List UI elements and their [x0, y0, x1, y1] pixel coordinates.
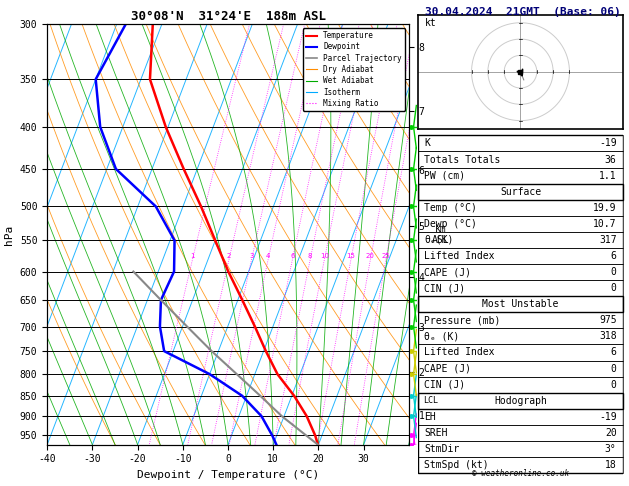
Text: 3: 3	[249, 253, 254, 260]
Text: 0: 0	[611, 364, 616, 374]
Text: θₑ (K): θₑ (K)	[425, 331, 460, 341]
Bar	[418, 168, 623, 184]
Text: 317: 317	[599, 235, 616, 245]
Bar	[418, 216, 623, 232]
Text: CIN (J): CIN (J)	[425, 283, 465, 293]
Text: 8: 8	[308, 253, 313, 260]
Bar	[418, 457, 623, 473]
Bar	[418, 361, 623, 377]
Bar	[418, 345, 623, 361]
Text: Surface: Surface	[500, 187, 541, 197]
Bar	[418, 312, 623, 329]
Text: -19: -19	[599, 412, 616, 422]
Text: 20: 20	[605, 428, 616, 438]
Text: 10.7: 10.7	[593, 219, 616, 229]
Text: Temp (°C): Temp (°C)	[425, 203, 477, 213]
Bar	[418, 393, 623, 409]
Text: 3°: 3°	[605, 444, 616, 454]
Text: 20: 20	[366, 253, 375, 260]
Bar	[418, 377, 623, 393]
Bar	[418, 280, 623, 296]
Text: K: K	[425, 139, 430, 148]
Title: 30°08'N  31°24'E  188m ASL: 30°08'N 31°24'E 188m ASL	[130, 10, 326, 23]
Bar	[418, 248, 623, 264]
Text: 30.04.2024  21GMT  (Base: 06): 30.04.2024 21GMT (Base: 06)	[425, 7, 620, 17]
Text: Totals Totals: Totals Totals	[425, 155, 501, 165]
Text: 19.9: 19.9	[593, 203, 616, 213]
Text: 318: 318	[599, 331, 616, 341]
Text: 0: 0	[611, 267, 616, 277]
Text: CAPE (J): CAPE (J)	[425, 364, 471, 374]
Text: Lifted Index: Lifted Index	[425, 347, 495, 358]
Text: StmSpd (kt): StmSpd (kt)	[425, 460, 489, 470]
Text: -19: -19	[599, 139, 616, 148]
Text: 6: 6	[611, 347, 616, 358]
Text: Pressure (mb): Pressure (mb)	[425, 315, 501, 325]
Legend: Temperature, Dewpoint, Parcel Trajectory, Dry Adiabat, Wet Adiabat, Isotherm, Mi: Temperature, Dewpoint, Parcel Trajectory…	[303, 28, 405, 111]
Text: 4: 4	[266, 253, 270, 260]
Text: 6: 6	[290, 253, 294, 260]
Bar	[418, 136, 623, 152]
Text: 0: 0	[611, 283, 616, 293]
Text: 15: 15	[347, 253, 355, 260]
Text: StmDir: StmDir	[425, 444, 460, 454]
Text: PW (cm): PW (cm)	[425, 171, 465, 181]
Text: © weatheronline.co.uk: © weatheronline.co.uk	[472, 469, 569, 478]
Text: Dewp (°C): Dewp (°C)	[425, 219, 477, 229]
Text: 2: 2	[227, 253, 231, 260]
Text: 18: 18	[605, 460, 616, 470]
Text: LCL: LCL	[423, 396, 438, 405]
Text: 975: 975	[599, 315, 616, 325]
Text: θₑ(K): θₑ(K)	[425, 235, 454, 245]
Bar	[418, 409, 623, 425]
Text: kt: kt	[425, 18, 436, 28]
Text: CAPE (J): CAPE (J)	[425, 267, 471, 277]
Bar	[418, 296, 623, 312]
Bar	[418, 184, 623, 200]
Text: 1: 1	[190, 253, 195, 260]
Bar	[418, 441, 623, 457]
Y-axis label: km
ASL: km ASL	[432, 224, 450, 245]
Text: EH: EH	[425, 412, 436, 422]
Text: Lifted Index: Lifted Index	[425, 251, 495, 261]
Y-axis label: hPa: hPa	[4, 225, 14, 244]
Text: 36: 36	[605, 155, 616, 165]
Text: 6: 6	[611, 251, 616, 261]
Text: CIN (J): CIN (J)	[425, 380, 465, 390]
Text: Most Unstable: Most Unstable	[482, 299, 559, 309]
Text: 10: 10	[320, 253, 329, 260]
Text: SREH: SREH	[425, 428, 448, 438]
Text: 1.1: 1.1	[599, 171, 616, 181]
Bar	[418, 232, 623, 248]
Bar	[418, 329, 623, 345]
Bar	[418, 264, 623, 280]
Text: Hodograph: Hodograph	[494, 396, 547, 406]
Text: 25: 25	[381, 253, 390, 260]
Bar	[418, 152, 623, 168]
Bar	[418, 200, 623, 216]
X-axis label: Dewpoint / Temperature (°C): Dewpoint / Temperature (°C)	[137, 470, 319, 480]
Text: 0: 0	[611, 380, 616, 390]
Bar	[418, 425, 623, 441]
